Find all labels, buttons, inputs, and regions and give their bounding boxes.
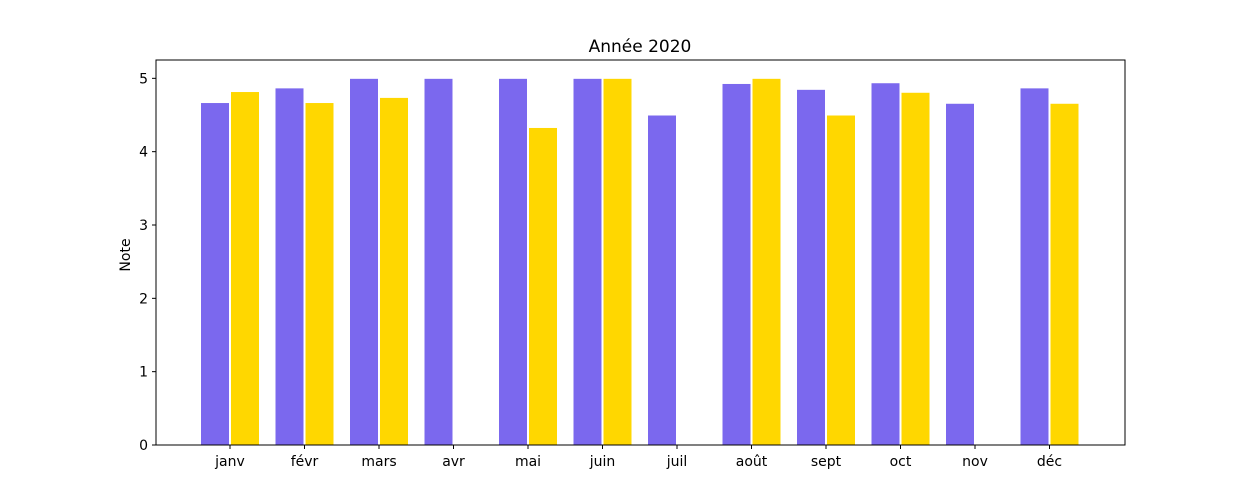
bar-août-series-2 xyxy=(751,77,782,446)
x-tick-label: déc xyxy=(1037,454,1062,470)
bar-mars-series-2 xyxy=(379,96,409,446)
x-tick-label: mai xyxy=(515,454,541,470)
y-axis-label: Note xyxy=(118,238,134,271)
x-axis-ticks: janv févr mars avr mai juin juil août sept oct nov… xyxy=(214,445,1062,470)
bar-déc-series-1 xyxy=(1019,87,1050,446)
bar-janv-series-1 xyxy=(200,102,230,446)
bar-mars-series-1 xyxy=(349,77,379,446)
x-tick-label: oct xyxy=(890,454,912,470)
x-tick-label: juin xyxy=(589,454,616,470)
x-tick-label: mars xyxy=(361,454,396,470)
bar-févr-series-2 xyxy=(304,102,335,446)
bar-sept-series-2 xyxy=(826,114,856,446)
x-tick-label: août xyxy=(736,454,768,470)
y-tick-label: 2 xyxy=(139,291,148,307)
y-tick-label: 3 xyxy=(139,218,148,234)
bar-févr-series-1 xyxy=(274,87,305,446)
bar-oct-series-1 xyxy=(870,82,901,446)
bars-group xyxy=(200,77,1080,446)
bar-oct-series-2 xyxy=(900,91,931,446)
y-tick-label: 0 xyxy=(139,438,148,454)
bar-juil-series-1 xyxy=(647,114,677,446)
bar-janv-series-2 xyxy=(230,91,260,446)
x-tick-label: avr xyxy=(442,454,465,470)
x-tick-label: sept xyxy=(811,454,842,470)
chart-title: Année 2020 xyxy=(589,37,692,57)
x-tick-label: janv xyxy=(214,454,245,470)
bar-sept-series-1 xyxy=(796,88,826,446)
y-tick-label: 4 xyxy=(139,145,148,161)
bar-déc-series-2 xyxy=(1049,102,1080,446)
x-tick-label: juil xyxy=(666,454,688,470)
y-tick-label: 1 xyxy=(139,365,148,381)
x-tick-label: nov xyxy=(962,454,988,470)
bar-avr-series-1 xyxy=(423,77,454,446)
plot-frame xyxy=(155,59,1126,446)
bar-mai-series-2 xyxy=(528,126,558,446)
x-tick-label: févr xyxy=(291,454,319,470)
bar-juin-series-1 xyxy=(572,77,603,446)
y-tick-label: 5 xyxy=(139,71,148,87)
bar-août-series-1 xyxy=(721,82,752,446)
bar-juin-series-2 xyxy=(602,77,633,446)
bar-mai-series-1 xyxy=(498,77,528,446)
bar-nov-series-1 xyxy=(945,102,975,446)
y-axis-ticks: 0 1 2 3 4 5 xyxy=(139,71,156,454)
